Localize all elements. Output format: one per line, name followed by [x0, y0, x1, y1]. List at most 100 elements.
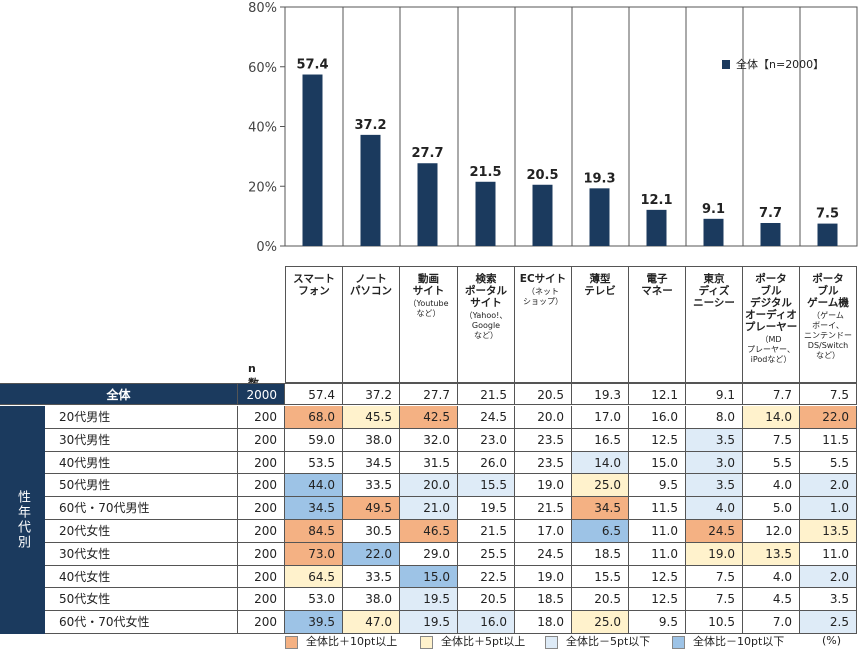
table-cell: 4.0 — [743, 565, 800, 589]
y-tick-label: 60% — [248, 61, 277, 76]
total-value: 7.5 — [800, 383, 857, 405]
bar — [532, 184, 553, 246]
table-cell: 53.5 — [285, 451, 343, 475]
table-cell: 11.0 — [800, 542, 857, 566]
table-cell: 12.0 — [743, 520, 800, 543]
table-cell: 12.5 — [629, 565, 686, 589]
table-cell: 34.5 — [285, 497, 343, 520]
category-header: ポータ ブル デジタル オーディオ プレーヤー （MD プレーヤー、 iPodなど… — [743, 266, 800, 383]
bar — [703, 218, 724, 246]
table-cell: 29.0 — [400, 542, 458, 566]
category-label: ポータ ブル ゲーム機 — [807, 273, 849, 309]
table-cell: 2.5 — [800, 611, 857, 634]
table-cell: 2.0 — [800, 565, 857, 589]
row-n: 200 — [238, 611, 285, 634]
category-sublabel: （Youtube など） — [408, 299, 449, 318]
category-header: ノート パソコン — [343, 266, 400, 383]
table-cell: 19.0 — [515, 474, 572, 498]
row-n: 200 — [238, 588, 285, 612]
table-cell: 7.5 — [686, 588, 743, 612]
table-cell: 22.5 — [458, 565, 515, 589]
table-cell: 15.0 — [400, 565, 458, 589]
bar-value-label: 21.5 — [469, 165, 501, 180]
total-value: 27.7 — [400, 383, 458, 405]
category-header: 検索 ポータル サイト （Yahoo!、 Google など） — [458, 266, 515, 383]
y-tick-label: 80% — [248, 1, 277, 16]
bar-value-label: 27.7 — [411, 146, 443, 161]
table-cell: 9.5 — [629, 474, 686, 498]
legend-swatch — [545, 635, 558, 649]
category-label: 動画 サイト — [412, 273, 445, 297]
table-cell: 3.5 — [686, 428, 743, 452]
legend-label: 全体【n=2000】 — [736, 57, 824, 71]
table-cell: 25.0 — [572, 474, 629, 498]
table-cell: 42.5 — [400, 406, 458, 429]
category-label: 薄型 テレビ — [584, 273, 616, 297]
row-n: 200 — [238, 406, 285, 429]
table-cell: 20.5 — [458, 588, 515, 612]
table-cell: 5.0 — [743, 497, 800, 520]
category-label: スマート フォン — [293, 273, 335, 297]
bar — [589, 188, 610, 246]
table-cell: 84.5 — [285, 520, 343, 543]
table-cell: 12.5 — [629, 588, 686, 612]
legend-item: 全体比－10pt以下 — [672, 635, 784, 649]
bar-chart: 0% 20% 40% 60% 80% 57.4 37.2 27.7 21.5 20.5 19.3 12… — [248, 1, 858, 255]
table-cell: 4.5 — [743, 588, 800, 612]
row-label: 50代女性 — [45, 588, 238, 612]
table-cell: 19.5 — [458, 497, 515, 520]
row-label: 30代男性 — [45, 428, 238, 452]
row-label: 20代男性 — [45, 406, 238, 429]
total-value: 9.1 — [686, 383, 743, 405]
table-cell: 3.5 — [800, 588, 857, 612]
y-tick-label: 40% — [248, 121, 277, 136]
table-cell: 33.5 — [343, 565, 400, 589]
row-label: 20代女性 — [45, 520, 238, 543]
total-n: 2000 — [238, 383, 285, 405]
total-value: 57.4 — [285, 383, 343, 405]
category-header: 薄型 テレビ — [572, 266, 629, 383]
total-value: 21.5 — [458, 383, 515, 405]
table-cell: 15.0 — [629, 451, 686, 475]
table-cell: 68.0 — [285, 406, 343, 429]
bar-value-label: 7.5 — [816, 207, 839, 222]
table-cell: 11.5 — [800, 428, 857, 452]
category-label: 検索 ポータル サイト — [465, 273, 507, 309]
table-cell: 11.5 — [629, 497, 686, 520]
row-n: 200 — [238, 565, 285, 589]
table-cell: 45.5 — [343, 406, 400, 429]
table-cell: 19.5 — [400, 611, 458, 634]
bar-value-label: 37.2 — [354, 118, 386, 133]
table-cell: 12.5 — [629, 428, 686, 452]
table-cell: 16.0 — [629, 406, 686, 429]
legend-item: 全体比＋5pt以上 — [420, 635, 525, 649]
category-label: ポータ ブル デジタル オーディオ プレーヤー — [744, 273, 798, 333]
table-cell: 16.5 — [572, 428, 629, 452]
legend-text: 全体比＋10pt以上 — [306, 635, 398, 648]
legend-item: 全体比＋10pt以上 — [285, 635, 397, 649]
category-label: ECサイト — [519, 273, 567, 285]
bar-value-label: 19.3 — [583, 171, 615, 186]
bar-value-label: 20.5 — [526, 168, 558, 183]
table-cell: 3.0 — [686, 451, 743, 475]
bar — [475, 181, 496, 246]
table-cell: 11.0 — [629, 520, 686, 543]
table-cell: 23.5 — [515, 428, 572, 452]
table-cell: 20.5 — [572, 588, 629, 612]
table-cell: 9.5 — [629, 611, 686, 634]
table-cell: 53.0 — [285, 588, 343, 612]
category-label: 東京 ディズ ニーシー — [693, 273, 735, 309]
table-cell: 24.5 — [686, 520, 743, 543]
category-label: 電子 マネー — [641, 273, 673, 297]
table-cell: 24.5 — [515, 542, 572, 566]
table-cell: 24.5 — [458, 406, 515, 429]
legend-text: 全体比－5pt以下 — [566, 635, 651, 648]
table-cell: 26.0 — [458, 451, 515, 475]
category-label: ノート パソコン — [350, 273, 392, 297]
table-cell: 20.0 — [400, 474, 458, 498]
total-value: 20.5 — [515, 383, 572, 405]
row-n: 200 — [238, 497, 285, 520]
category-header: 動画 サイト （Youtube など） — [400, 266, 458, 383]
table-cell: 22.0 — [343, 542, 400, 566]
table-cell: 39.5 — [285, 611, 343, 634]
